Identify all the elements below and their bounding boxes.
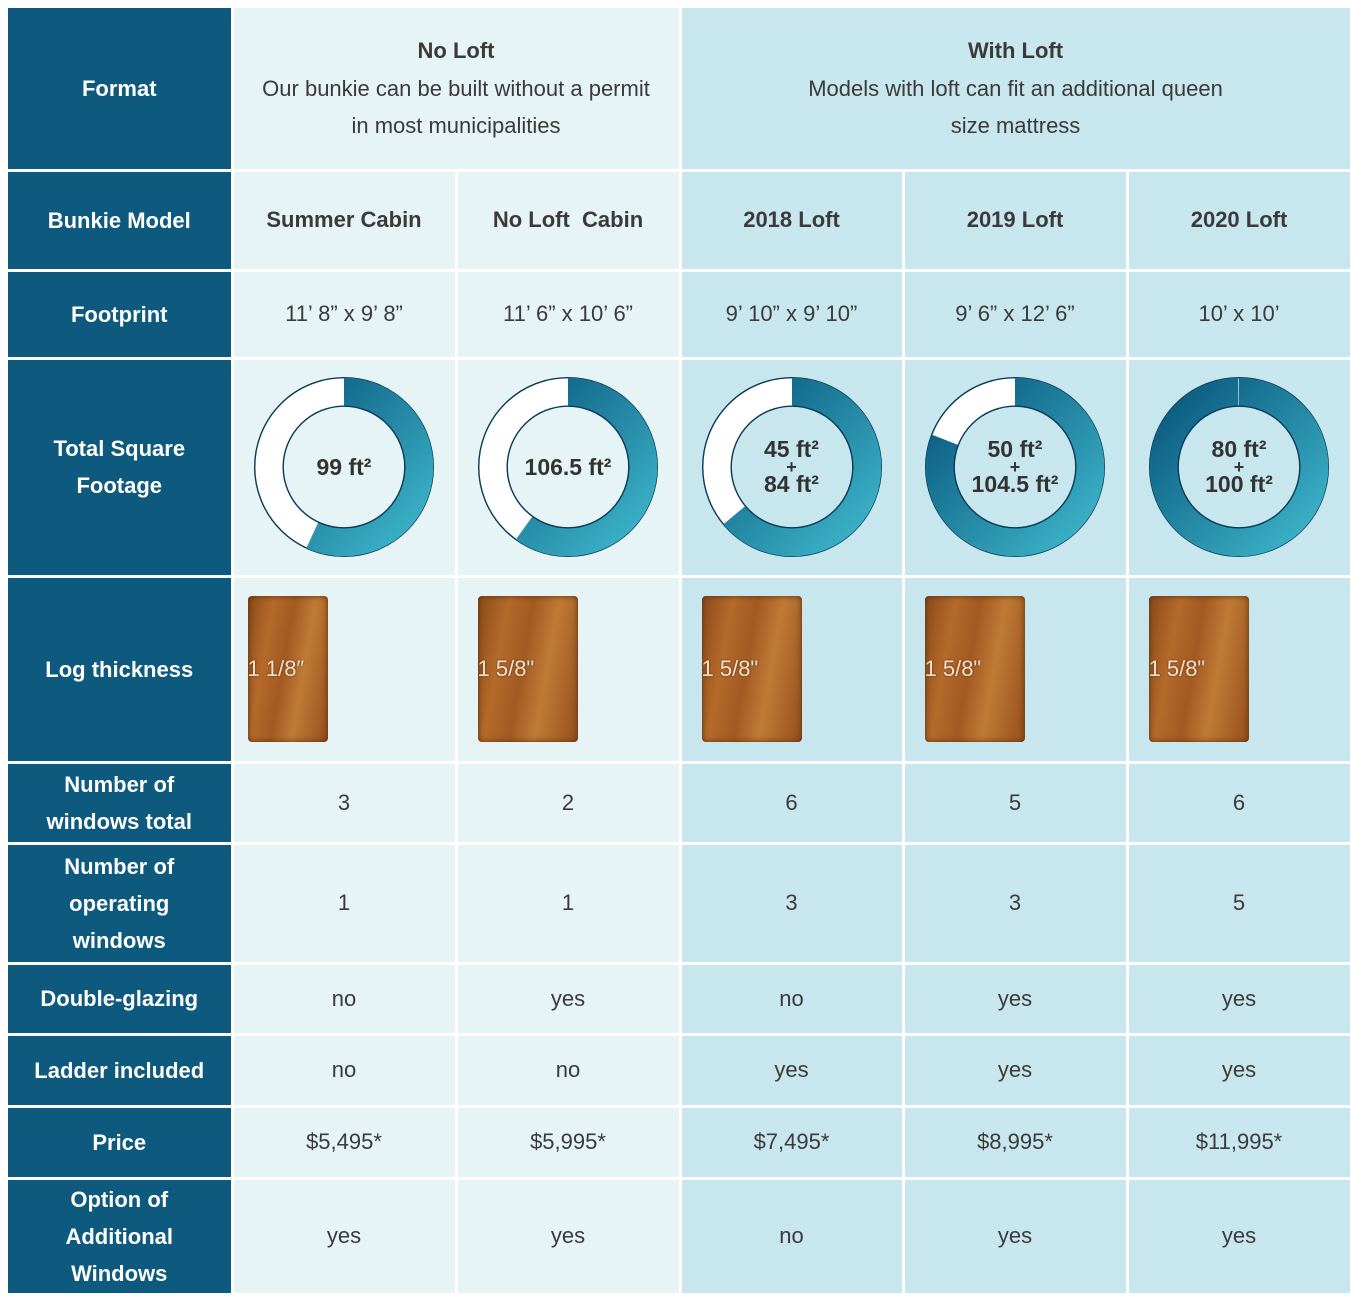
row-label: Log thickness	[8, 576, 232, 762]
cell: 5	[903, 762, 1127, 843]
cell: yes	[1127, 963, 1351, 1034]
log-sample: 1 5/8"	[478, 596, 578, 742]
ring-label: 99 ft²	[249, 372, 439, 562]
cell: yes	[456, 963, 680, 1034]
cell: 106.5 ft²	[456, 358, 680, 576]
cell: 3	[903, 843, 1127, 963]
donut: 50 ft²+104.5 ft²	[920, 372, 1110, 562]
row-label: Double-glazing	[8, 963, 232, 1034]
cell: 9’ 6” x 12’ 6”	[903, 270, 1127, 358]
ring-label: 50 ft²+104.5 ft²	[920, 372, 1110, 562]
page: Format No Loft Our bunkie can be built w…	[0, 0, 1351, 1294]
cell: 1 5/8"	[903, 576, 1127, 762]
cell: no	[456, 1034, 680, 1106]
cell: 11’ 8” x 9’ 8”	[232, 270, 456, 358]
cell: yes	[456, 1178, 680, 1294]
cell: 50 ft²+104.5 ft²	[903, 358, 1127, 576]
ring-text: 84 ft²	[764, 473, 819, 496]
cell: Summer Cabin	[232, 170, 456, 270]
cell: No Loft Cabin	[456, 170, 680, 270]
row-label: Format	[8, 8, 232, 170]
row-label: Footprint	[8, 270, 232, 358]
cell: yes	[1127, 1034, 1351, 1106]
cell: no	[680, 963, 903, 1034]
cell: 1 5/8"	[680, 576, 903, 762]
ring-text: 104.5 ft²	[972, 473, 1059, 496]
cell: 1 1/8″	[232, 576, 456, 762]
group-cell: With Loft Models with loft can fit an ad…	[680, 8, 1351, 170]
cell: no	[232, 1034, 456, 1106]
cell: 2019 Loft	[903, 170, 1127, 270]
group-title: With Loft	[802, 32, 1230, 70]
group-description: Our bunkie can be built without a permit…	[262, 70, 651, 144]
comparison-table: Format No Loft Our bunkie can be built w…	[8, 8, 1351, 1296]
group-title: No Loft	[262, 32, 651, 70]
cell: 2	[456, 762, 680, 843]
row-label: Bunkie Model	[8, 170, 232, 270]
cell: 3	[232, 762, 456, 843]
ring-label: 80 ft²+100 ft²	[1144, 372, 1334, 562]
cell: $5,995*	[456, 1106, 680, 1178]
cell: 5	[1127, 843, 1351, 963]
cell: 10’ x 10’	[1127, 270, 1351, 358]
cell: 2018 Loft	[680, 170, 903, 270]
cell: 6	[1127, 762, 1351, 843]
cell: 6	[680, 762, 903, 843]
cell: 2020 Loft	[1127, 170, 1351, 270]
cell: yes	[903, 1034, 1127, 1106]
cell: $5,495*	[232, 1106, 456, 1178]
group-cell: No Loft Our bunkie can be built without …	[232, 8, 680, 170]
group-description: Models with loft can fit an additional q…	[802, 70, 1230, 144]
row-label: Option of Additional Windows	[8, 1178, 232, 1294]
cell: $8,995*	[903, 1106, 1127, 1178]
cell: yes	[903, 1178, 1127, 1294]
row-label: Number of windows total	[8, 762, 232, 843]
log-sample: 1 1/8″	[248, 596, 328, 742]
ring-text: 99 ft²	[317, 456, 372, 479]
cell: 11’ 6” x 10’ 6”	[456, 270, 680, 358]
row-label: Number of operating windows	[8, 843, 232, 963]
ring-label: 106.5 ft²	[473, 372, 663, 562]
row-label: Total Square Footage	[8, 358, 232, 576]
cell: yes	[680, 1034, 903, 1106]
log-sample: 1 5/8"	[1149, 596, 1249, 742]
cell: 1	[232, 843, 456, 963]
ring-label: 45 ft²+84 ft²	[697, 372, 887, 562]
row-label: Ladder included	[8, 1034, 232, 1106]
row-label: Price	[8, 1106, 232, 1178]
donut: 45 ft²+84 ft²	[697, 372, 887, 562]
cell: 3	[680, 843, 903, 963]
cell: $7,495*	[680, 1106, 903, 1178]
cell: 99 ft²	[232, 358, 456, 576]
format-row: Format No Loft Our bunkie can be built w…	[8, 8, 1351, 170]
donut: 106.5 ft²	[473, 372, 663, 562]
cell: 9’ 10” x 9’ 10”	[680, 270, 903, 358]
cell: 1 5/8"	[1127, 576, 1351, 762]
cell: yes	[232, 1178, 456, 1294]
cell: 80 ft²+100 ft²	[1127, 358, 1351, 576]
ring-text: 106.5 ft²	[525, 456, 612, 479]
log-sample: 1 5/8"	[925, 596, 1025, 742]
cell: yes	[1127, 1178, 1351, 1294]
cell: 1	[456, 843, 680, 963]
cell: $11,995*	[1127, 1106, 1351, 1178]
log-sample: 1 5/8"	[702, 596, 802, 742]
cell: no	[680, 1178, 903, 1294]
cell: 45 ft²+84 ft²	[680, 358, 903, 576]
cell: yes	[903, 963, 1127, 1034]
donut: 99 ft²	[249, 372, 439, 562]
ring-text: 100 ft²	[1205, 473, 1273, 496]
cell: no	[232, 963, 456, 1034]
donut: 80 ft²+100 ft²	[1144, 372, 1334, 562]
cell: 1 5/8"	[456, 576, 680, 762]
